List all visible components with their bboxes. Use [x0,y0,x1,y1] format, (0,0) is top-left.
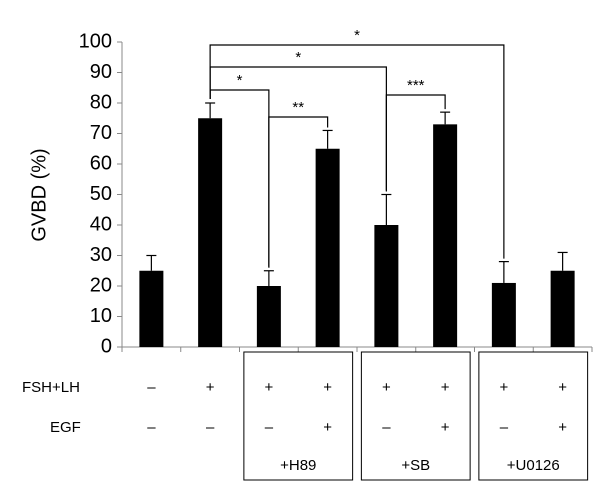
y-tick-label: 0 [101,335,112,357]
y-tick-label: 60 [90,152,112,174]
table-cell: – [382,419,391,436]
significance-bracket [268,116,329,267]
table-cell: + [558,379,567,396]
table-cell: + [323,379,332,396]
bar [433,124,458,347]
table-cell: – [147,419,156,436]
y-tick-label: 70 [90,122,112,144]
y-tick-label: 20 [90,274,112,296]
y-tick-label: 100 [79,30,112,52]
group-box [360,351,471,481]
table-cell: + [499,379,508,396]
bar [491,282,516,347]
y-tick-label: 30 [90,244,112,266]
bar [198,118,223,347]
group-label: +U0126 [507,457,560,474]
bar [315,148,340,347]
significance-bracket [209,44,505,259]
significance-bracket [385,94,446,191]
significance-label: * [295,49,301,66]
table-cell: + [558,419,567,436]
significance-label: ** [292,99,304,116]
row-label: EGF [50,419,81,436]
table-cell: + [323,419,332,436]
group-box [243,351,354,481]
bar [139,270,164,347]
significance-label: * [237,72,243,89]
significance-label: *** [407,77,425,94]
row-label: FSH+LH [22,379,80,396]
y-tick-label: 50 [90,183,112,205]
table-cell: + [264,379,273,396]
y-tick-label: 80 [90,91,112,113]
bar [256,286,281,347]
y-tick-label: 10 [90,305,112,327]
group-label: +H89 [280,457,316,474]
table-cell: – [265,419,274,436]
table-cell: – [500,419,509,436]
table-cell: + [206,379,215,396]
table-cell: – [147,379,156,396]
significance-label: * [354,27,360,44]
bar [374,225,399,347]
group-box [478,351,589,481]
group-label: +SB [401,457,430,474]
y-tick-label: 40 [90,213,112,235]
table-cell: + [441,379,450,396]
table-cell: – [206,419,215,436]
y-axis-label: GVBD (%) [28,148,50,241]
y-tick-label: 90 [90,61,112,83]
bar [550,270,575,347]
table-cell: + [382,379,391,396]
table-cell: + [441,419,450,436]
